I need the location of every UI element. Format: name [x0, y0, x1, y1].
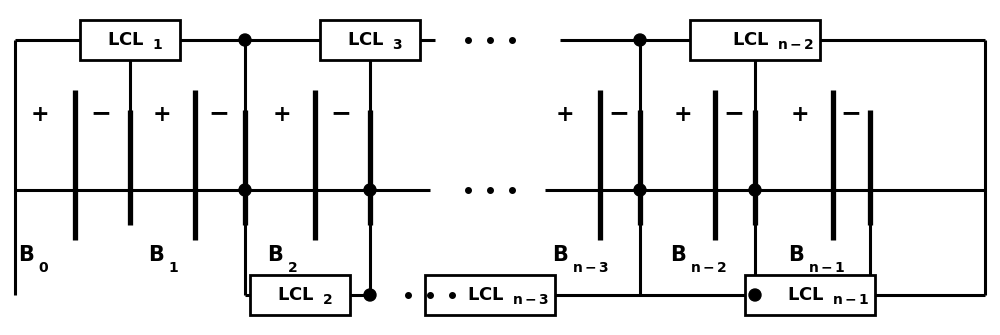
Circle shape	[239, 34, 251, 46]
Text: $\mathbf{LCL}$: $\mathbf{LCL}$	[277, 286, 315, 304]
Text: $\mathbf{n-1}$: $\mathbf{n-1}$	[832, 293, 870, 307]
Text: +: +	[556, 104, 574, 126]
Text: $\mathbf{B}$: $\mathbf{B}$	[670, 245, 686, 265]
Bar	[745, 275, 875, 315]
Text: $\mathbf{-}$: $\mathbf{-}$	[840, 100, 860, 124]
Text: $\mathbf{-}$: $\mathbf{-}$	[723, 100, 743, 124]
Text: $\mathbf{1}$: $\mathbf{1}$	[168, 261, 179, 275]
Text: $\mathbf{2}$: $\mathbf{2}$	[322, 293, 332, 307]
Text: $\mathbf{0}$: $\mathbf{0}$	[38, 261, 49, 275]
Bar	[320, 20, 420, 60]
Text: $\mathbf{LCL}$: $\mathbf{LCL}$	[787, 286, 825, 304]
Text: $\mathbf{B}$: $\mathbf{B}$	[552, 245, 568, 265]
Circle shape	[749, 289, 761, 301]
Text: +: +	[674, 104, 692, 126]
Text: $\mathbf{-}$: $\mathbf{-}$	[90, 100, 110, 124]
Text: +: +	[31, 104, 49, 126]
Text: $\mathbf{n-2}$: $\mathbf{n-2}$	[690, 261, 727, 275]
Text: $\mathbf{LCL}$: $\mathbf{LCL}$	[467, 286, 505, 304]
Text: $\mathbf{2}$: $\mathbf{2}$	[287, 261, 298, 275]
Bar	[250, 275, 350, 315]
Text: $\mathbf{LCL}$: $\mathbf{LCL}$	[107, 31, 145, 49]
Circle shape	[364, 184, 376, 196]
Text: $\mathbf{1}$: $\mathbf{1}$	[152, 38, 163, 52]
Circle shape	[634, 34, 646, 46]
Text: +: +	[153, 104, 171, 126]
Text: $\mathbf{LCL}$: $\mathbf{LCL}$	[732, 31, 770, 49]
Text: $\mathbf{-}$: $\mathbf{-}$	[330, 100, 350, 124]
Text: $\mathbf{B}$: $\mathbf{B}$	[18, 245, 34, 265]
Text: $\mathbf{3}$: $\mathbf{3}$	[392, 38, 402, 52]
Text: +: +	[273, 104, 291, 126]
Text: $\mathbf{n-3}$: $\mathbf{n-3}$	[572, 261, 609, 275]
Text: $\mathbf{n-1}$: $\mathbf{n-1}$	[808, 261, 846, 275]
Circle shape	[364, 289, 376, 301]
Text: $\mathbf{B}$: $\mathbf{B}$	[267, 245, 283, 265]
Circle shape	[239, 184, 251, 196]
Bar	[690, 20, 820, 60]
Circle shape	[634, 184, 646, 196]
Text: $\mathbf{LCL}$: $\mathbf{LCL}$	[347, 31, 385, 49]
Text: $\mathbf{n-2}$: $\mathbf{n-2}$	[777, 38, 814, 52]
Circle shape	[749, 184, 761, 196]
Bar	[80, 20, 180, 60]
Text: $\mathbf{n-3}$: $\mathbf{n-3}$	[512, 293, 549, 307]
Text: $\mathbf{-}$: $\mathbf{-}$	[208, 100, 228, 124]
Bar	[425, 275, 555, 315]
Text: $\mathbf{B}$: $\mathbf{B}$	[788, 245, 804, 265]
Text: $\mathbf{-}$: $\mathbf{-}$	[608, 100, 628, 124]
Text: +: +	[791, 104, 809, 126]
Text: $\mathbf{B}$: $\mathbf{B}$	[148, 245, 164, 265]
